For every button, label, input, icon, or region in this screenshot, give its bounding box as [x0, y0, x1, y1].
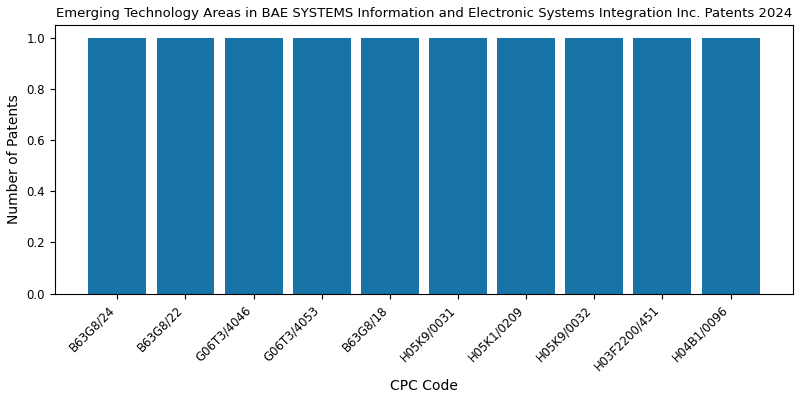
Bar [293, 38, 350, 294]
Y-axis label: Number of Patents: Number of Patents [7, 94, 21, 224]
Bar [566, 38, 623, 294]
Bar [157, 38, 214, 294]
Bar [225, 38, 282, 294]
Bar [361, 38, 419, 294]
Bar [429, 38, 487, 294]
Bar [702, 38, 759, 294]
Bar [89, 38, 146, 294]
Bar [497, 38, 555, 294]
Title: Emerging Technology Areas in BAE SYSTEMS Information and Electronic Systems Inte: Emerging Technology Areas in BAE SYSTEMS… [56, 7, 792, 20]
Bar [634, 38, 691, 294]
X-axis label: CPC Code: CPC Code [390, 379, 458, 393]
